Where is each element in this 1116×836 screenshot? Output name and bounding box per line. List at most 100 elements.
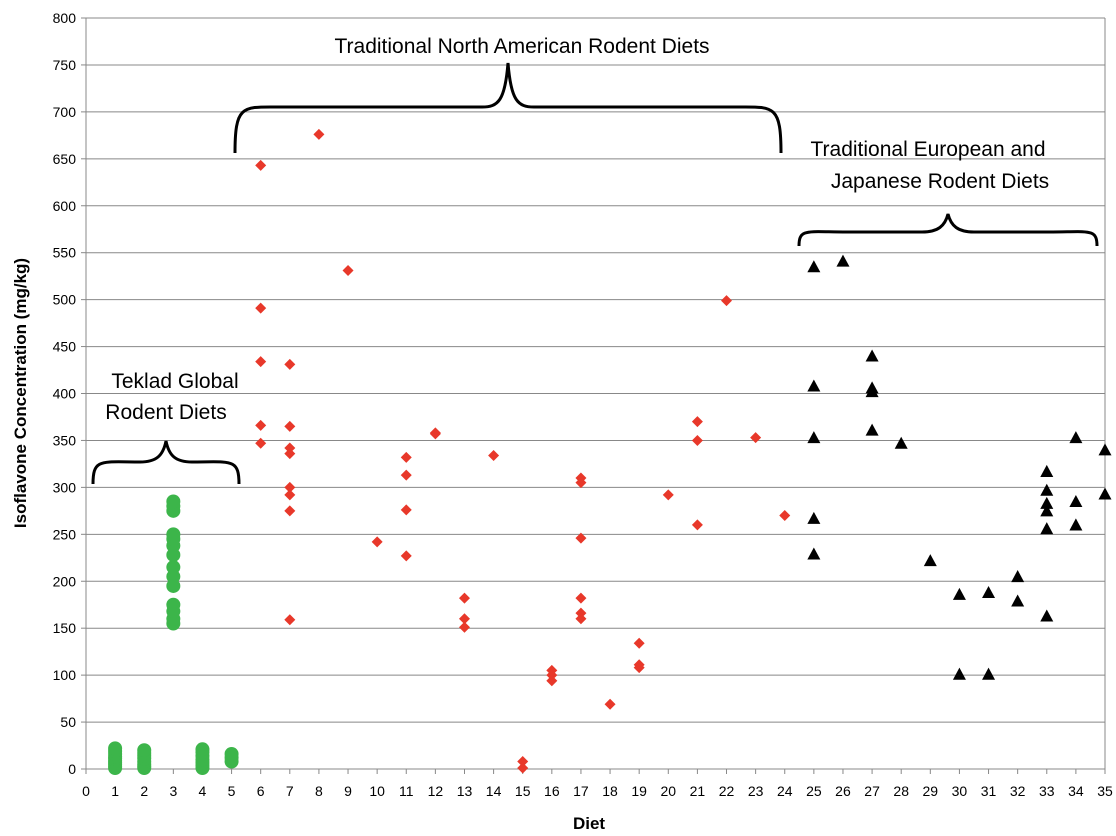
annotation-european-line2: Japanese Rodent Diets — [831, 170, 1049, 193]
y-tick-label: 0 — [68, 761, 76, 777]
y-tick-label: 350 — [53, 432, 77, 448]
y-tick-label: 300 — [53, 479, 77, 495]
x-tick-label: 28 — [893, 783, 909, 799]
y-tick-labels: 0 50 100 150 200 250 300 350 400 450 500 550 600 650 7… — [53, 10, 77, 777]
y-tick-label: 700 — [53, 104, 77, 120]
x-tick-label: 34 — [1068, 783, 1084, 799]
data-point-diamond — [691, 434, 703, 446]
data-point-circle — [137, 743, 152, 758]
data-point-diamond — [546, 669, 558, 681]
x-tick-label: 35 — [1097, 783, 1113, 799]
data-point-diamond — [691, 519, 703, 531]
data-point-diamond — [779, 510, 791, 522]
data-point-triangle — [982, 667, 996, 680]
curly-brace — [233, 62, 783, 154]
data-point-triangle — [1040, 609, 1054, 622]
x-tick-label: 15 — [515, 783, 531, 799]
data-point-diamond — [488, 449, 500, 461]
y-tick-label: 200 — [53, 573, 77, 589]
data-point-circle — [166, 494, 181, 509]
data-point-diamond — [284, 442, 296, 454]
x-tick-label: 9 — [344, 783, 352, 799]
data-point-triangle — [836, 254, 850, 267]
data-point-circle — [166, 527, 181, 542]
x-tick-label: 13 — [457, 783, 473, 799]
x-tick-label: 23 — [748, 783, 764, 799]
x-tick-label: 14 — [486, 783, 502, 799]
data-point-triangle — [807, 379, 821, 392]
x-tick-label: 22 — [719, 783, 735, 799]
data-point-triangle — [807, 260, 821, 273]
x-tick-label: 27 — [864, 783, 880, 799]
data-point-diamond — [458, 592, 470, 604]
y-tick-label: 400 — [53, 386, 77, 402]
y-axis-title: Isoflavone Concentration (mg/kg) — [11, 258, 30, 528]
annotation-european-line1: Traditional European and — [810, 138, 1045, 161]
data-point-triangle — [865, 385, 879, 398]
data-point-triangle — [952, 587, 966, 600]
data-point-diamond — [313, 128, 325, 140]
data-point-diamond — [604, 698, 616, 710]
data-point-triangle — [1011, 570, 1025, 583]
data-point-diamond — [342, 265, 354, 277]
data-point-triangle — [982, 586, 996, 599]
curly-brace — [91, 440, 241, 485]
data-point-diamond — [255, 159, 267, 171]
data-point-triangle — [1069, 494, 1083, 507]
x-tick-label: 4 — [199, 783, 207, 799]
x-tick-label: 8 — [315, 783, 323, 799]
data-point-diamond — [633, 637, 645, 649]
data-point-triangle — [1040, 496, 1054, 509]
y-tick-label: 250 — [53, 526, 77, 542]
x-tick-labels: 0 1 2 3 4 5 6 7 8 9 10 11 12 13 14 15 16 17 18 19 20 21 22 23 24… — [82, 783, 1113, 799]
x-tick-label: 24 — [777, 783, 793, 799]
data-point-diamond — [750, 432, 762, 444]
data-point-triangle — [807, 431, 821, 444]
data-point-circle — [166, 560, 181, 575]
data-point-triangle — [1040, 504, 1054, 517]
gridlines — [86, 17, 1106, 769]
data-point-diamond — [255, 437, 267, 449]
data-point-diamond — [575, 592, 587, 604]
x-tick-label: 18 — [602, 783, 618, 799]
y-tick-label: 600 — [53, 198, 77, 214]
y-tick-label: 800 — [53, 10, 77, 26]
x-tick-label: 20 — [660, 783, 676, 799]
x-tick-label: 25 — [806, 783, 822, 799]
data-point-circle — [195, 742, 210, 757]
data-point-diamond — [517, 755, 529, 767]
annotation-teklad-line1: Teklad Global — [111, 370, 238, 393]
x-tick-label: 26 — [835, 783, 851, 799]
x-tick-label: 7 — [286, 783, 294, 799]
data-point-diamond — [517, 762, 529, 774]
x-tick-label: 5 — [228, 783, 236, 799]
data-point-diamond — [721, 295, 733, 307]
x-tick-label: 33 — [1039, 783, 1055, 799]
data-point-diamond — [400, 451, 412, 463]
x-tick-label: 31 — [981, 783, 997, 799]
data-point-triangle — [952, 667, 966, 680]
data-point-diamond — [458, 613, 470, 625]
data-point-triangle — [1098, 443, 1112, 456]
data-point-diamond — [662, 489, 674, 501]
data-point-diamond — [284, 358, 296, 370]
annotation-teklad-line2: Rodent Diets — [105, 401, 226, 424]
data-point-diamond — [284, 505, 296, 517]
x-tick-label: 30 — [952, 783, 968, 799]
x-tick-label: 12 — [428, 783, 444, 799]
data-point-triangle — [1069, 431, 1083, 444]
data-point-diamond — [284, 489, 296, 501]
y-tick-label: 750 — [53, 57, 77, 73]
data-point-triangle — [865, 423, 879, 436]
data-point-diamond — [255, 419, 267, 431]
data-point-triangle — [894, 436, 908, 449]
y-tick-label: 100 — [53, 667, 77, 683]
data-point-diamond — [400, 550, 412, 562]
data-point-diamond — [284, 481, 296, 493]
data-point-circle — [108, 741, 123, 756]
data-point-diamond — [400, 469, 412, 481]
data-point-triangle — [865, 349, 879, 362]
data-point-triangle — [807, 511, 821, 524]
data-point-diamond — [575, 607, 587, 619]
